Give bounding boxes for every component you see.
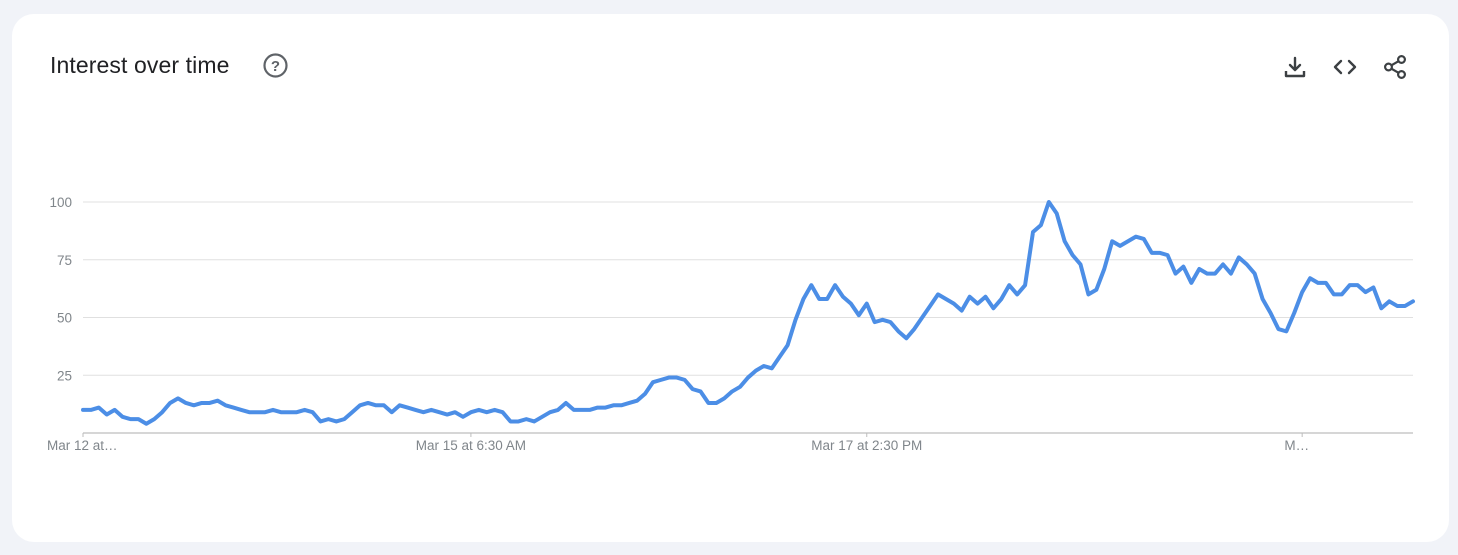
code-icon[interactable] — [1332, 54, 1358, 80]
x-tick-label: Mar 17 at 2:30 PM — [811, 438, 922, 453]
interest-over-time-card: Interest over time ? — [12, 14, 1449, 542]
x-tick-label: M… — [1284, 438, 1309, 453]
share-icon[interactable] — [1382, 54, 1408, 80]
y-tick-label: 50 — [57, 311, 72, 326]
y-tick-label: 25 — [57, 368, 72, 383]
card-title: Interest over time — [50, 52, 230, 78]
download-icon[interactable] — [1282, 54, 1308, 80]
svg-text:?: ? — [271, 58, 280, 75]
x-tick-label: Mar 12 at… — [47, 438, 118, 453]
x-tick-label: Mar 15 at 6:30 AM — [416, 438, 526, 453]
help-circle-icon[interactable]: ? — [262, 52, 289, 79]
y-tick-label: 100 — [49, 195, 72, 210]
series-line — [81, 200, 1415, 426]
y-tick-label: 75 — [57, 253, 72, 268]
